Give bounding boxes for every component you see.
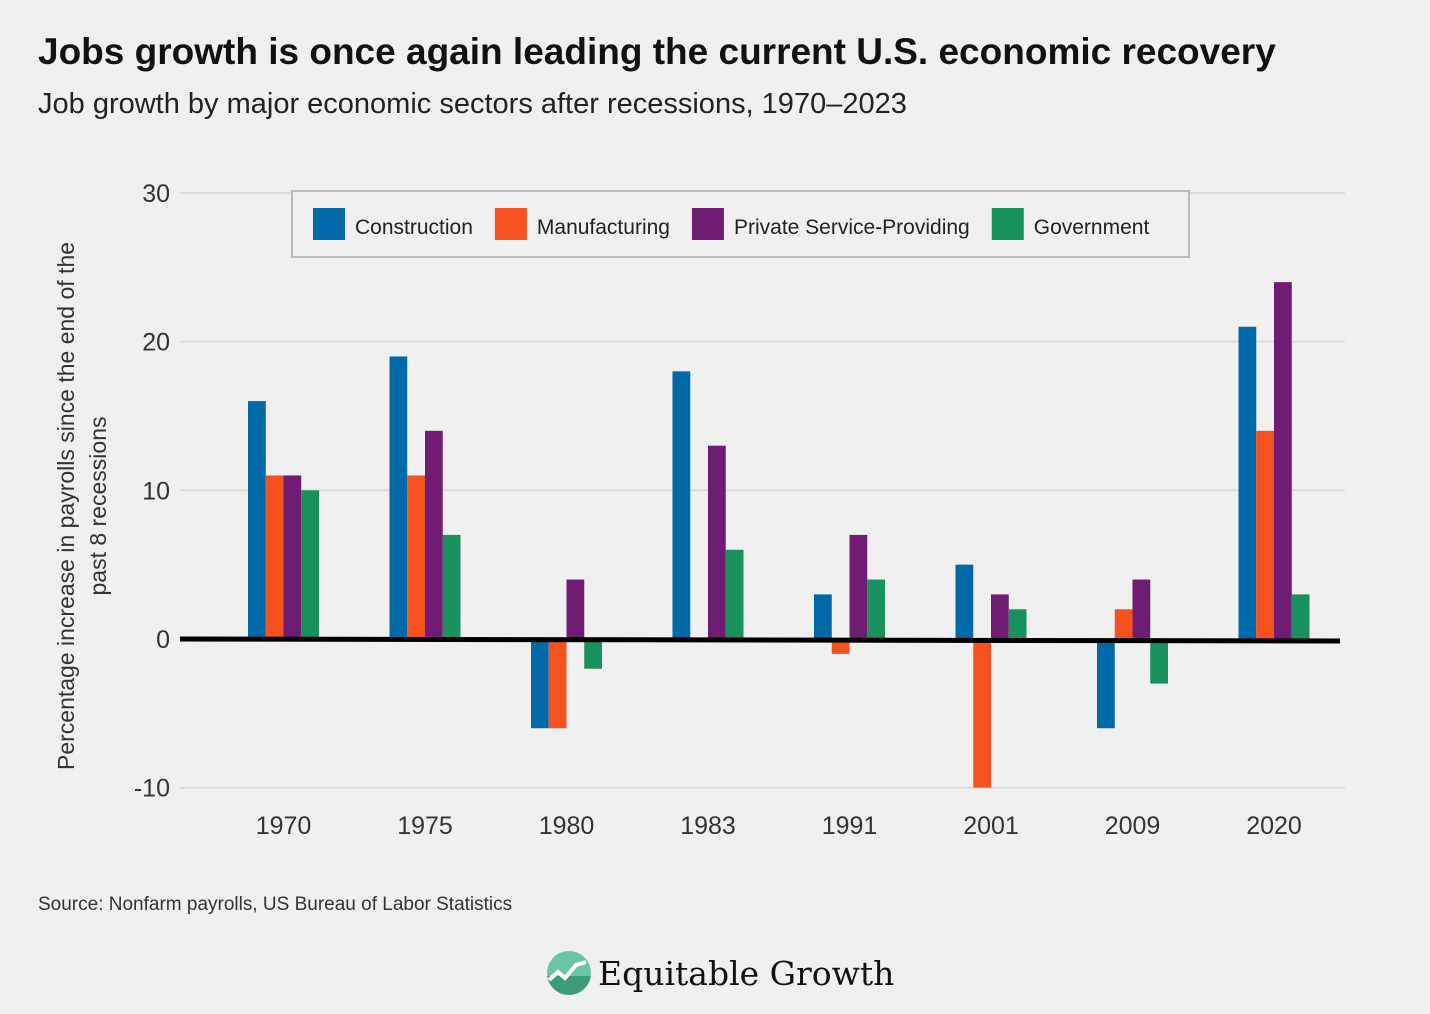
bar-construction-2001 [955, 564, 974, 639]
bar-government-1991 [867, 579, 885, 639]
y-tick-label: 0 [156, 626, 170, 654]
bar-construction-1970 [248, 401, 266, 639]
legend-swatch [691, 208, 724, 240]
x-tick-label: 1980 [539, 812, 595, 840]
y-tick-label: 30 [142, 180, 170, 208]
chart-title: Jobs growth is once again leading the cu… [38, 31, 1276, 72]
x-tick-label: 2009 [1105, 812, 1161, 840]
bar-government-2009 [1150, 639, 1168, 684]
zero-axis-line [179, 636, 1341, 644]
y-tick-label: 20 [142, 329, 170, 357]
bar-manufacturing-2020 [1256, 430, 1274, 639]
bar-construction-1980 [531, 639, 549, 729]
bar-construction-2020 [1238, 326, 1257, 639]
legend-label: Government [1034, 216, 1150, 239]
legend-box [291, 190, 1190, 258]
x-tick-label: 1991 [822, 812, 878, 840]
bar-private-service-providing-1980 [566, 579, 585, 639]
x-tick-label: 2020 [1246, 812, 1302, 840]
bar-manufacturing-1975 [407, 475, 425, 639]
source-note: Source: Nonfarm payrolls, US Bureau of L… [38, 894, 513, 915]
legend-label: Private Service-Providing [734, 216, 970, 239]
x-tick-label: 1983 [680, 812, 736, 840]
bar-private-service-providing-1983 [708, 445, 726, 639]
legend: Construction Manufacturing Private Service… [291, 190, 1190, 258]
chart-subtitle: Job growth by major economic sectors aft… [38, 88, 907, 120]
bar-government-1980 [584, 639, 602, 669]
bar-private-service-providing-2020 [1274, 282, 1292, 639]
legend-swatch [494, 208, 527, 240]
bar-manufacturing-2009 [1114, 609, 1133, 639]
logo-text: Equitable Growth [598, 953, 895, 993]
x-tick-label: 2001 [963, 812, 1019, 840]
bar-manufacturing-1970 [265, 475, 284, 639]
bar-private-service-providing-2009 [1132, 579, 1151, 639]
legend-label: Construction [355, 216, 473, 239]
x-tick-label: 1975 [397, 812, 453, 840]
bar-construction-2009 [1097, 639, 1115, 729]
bar-construction-1983 [672, 371, 691, 639]
bar-government-1983 [725, 549, 744, 639]
bar-government-1975 [442, 534, 461, 639]
y-tick-label: -10 [134, 775, 170, 803]
bar-government-2001 [1008, 609, 1027, 639]
legend-swatch [991, 208, 1024, 240]
y-tick-label: 10 [142, 477, 170, 505]
bar-private-service-providing-1975 [425, 430, 443, 639]
growth-logo-icon [547, 951, 591, 995]
bar-private-service-providing-1991 [849, 534, 868, 639]
logo: Equitable Growth [546, 950, 894, 996]
legend-swatch [313, 208, 345, 240]
bar-private-service-providing-2001 [991, 594, 1009, 639]
bar-government-1970 [301, 490, 319, 639]
bar-manufacturing-1980 [548, 639, 567, 729]
bar-construction-1975 [389, 356, 408, 639]
bar-construction-1991 [814, 594, 832, 639]
bar-government-2020 [1291, 594, 1310, 639]
y-axis-label-line-1: Percentage increase in payrolls since th… [53, 242, 79, 770]
x-tick-label: 1970 [256, 812, 312, 840]
bar-manufacturing-2001 [973, 639, 991, 788]
y-axis-label-line-2: past 8 recessions [85, 417, 111, 596]
bar-manufacturing-1991 [831, 639, 850, 654]
legend-label: Manufacturing [537, 216, 670, 239]
bar-private-service-providing-1970 [283, 475, 302, 639]
